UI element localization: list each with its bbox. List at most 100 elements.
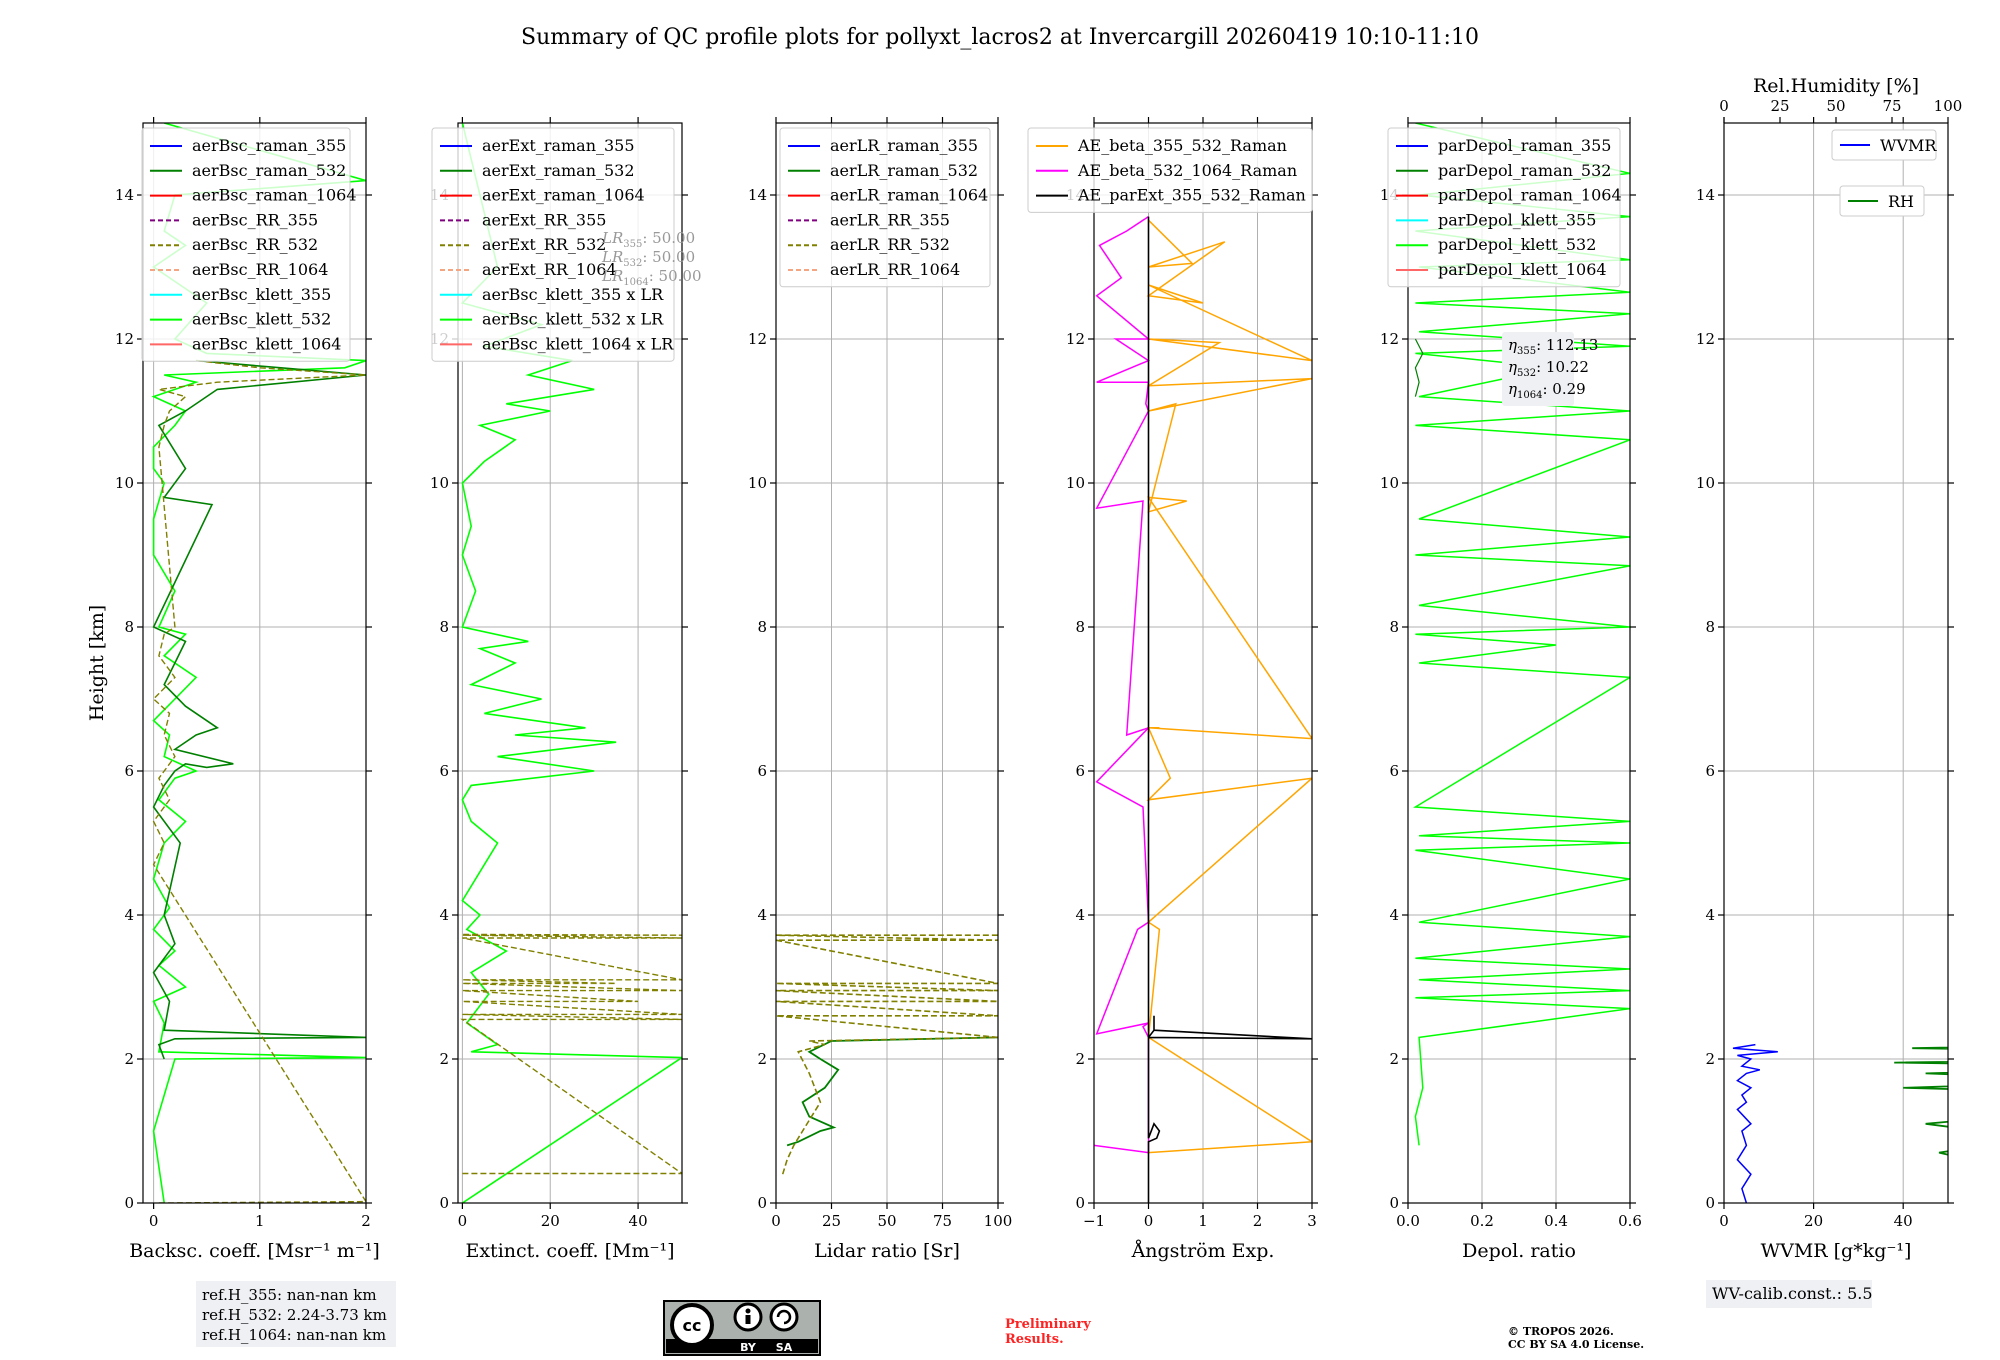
copyright-line-1: © TROPOS 2026.	[1508, 1325, 1614, 1338]
legend-box	[141, 127, 351, 362]
preliminary-line-2: Results.	[1005, 1332, 1064, 1347]
series-group	[460, 123, 682, 1203]
top-x-tick-label: 0	[1719, 97, 1729, 115]
ref-height-355: ref.H_355: nan-nan km	[202, 1286, 377, 1304]
x-tick-label: 0	[1719, 1212, 1729, 1230]
top-x-tick-label: 100	[1934, 97, 1963, 115]
legend-label: parDepol_klett_355	[1438, 210, 1596, 229]
legend-label: aerBsc_raman_355	[192, 136, 346, 155]
y-tick-label: 0	[1705, 1194, 1715, 1212]
legend-label: aerLR_raman_532	[830, 161, 978, 180]
y-tick-label: 4	[757, 906, 767, 924]
by-label: BY	[740, 1341, 757, 1354]
y-tick-label: 12	[1696, 330, 1715, 348]
sa-label: SA	[776, 1341, 793, 1354]
y-tick-label: 2	[124, 1050, 134, 1068]
series-AE_parExt_355_532_Raman	[1147, 216, 1312, 1203]
x-tick-label: 1	[1198, 1212, 1208, 1230]
series-AE_beta_532_1064_Raman	[1094, 215, 1151, 1154]
top-x-tick-label: 75	[1882, 97, 1901, 115]
lr-annotation-0: LR355: 50.00	[601, 229, 695, 250]
cc-icon	[670, 1303, 714, 1347]
y-tick-label: 6	[1705, 762, 1715, 780]
x-tick-label: 0.0	[1396, 1212, 1420, 1230]
x-tick-label: 3	[1307, 1212, 1317, 1230]
legend-label: aerBsc_klett_355	[192, 285, 331, 304]
y-tick-label: 8	[439, 618, 449, 636]
legend-label: aerBsc_klett_1064	[192, 334, 341, 353]
y-tick-label: 6	[439, 762, 449, 780]
legend-label: aerExt_RR_355	[482, 210, 606, 229]
y-tick-label: 10	[748, 474, 767, 492]
x-tick-label: 25	[822, 1212, 841, 1230]
legend-label: aerLR_RR_532	[830, 235, 950, 254]
legend-label: AE_beta_355_532_Raman	[1077, 136, 1287, 155]
top-x-axis-label: Rel.Humidity [%]	[1753, 75, 1919, 97]
series-aerLR_raman_532	[786, 1036, 998, 1147]
y-tick-label: 2	[1389, 1050, 1399, 1068]
series-WVMR	[1732, 1043, 1778, 1203]
ref-heights-bg	[196, 1281, 396, 1347]
axes-frame	[457, 122, 683, 1204]
lr-annotation-2: LR1064: 50.00	[601, 267, 701, 288]
y-tick-label: 12	[115, 330, 134, 348]
wv-calib-constant: WV-calib.const.: 5.5	[1712, 1284, 1873, 1303]
legend-label: aerExt_RR_1064	[482, 260, 617, 279]
x-tick-label: 0.4	[1544, 1212, 1568, 1230]
y-tick-label: 4	[1389, 906, 1399, 924]
legend-label: aerBsc_RR_355	[192, 210, 318, 229]
y-tick-label: 0	[1075, 1194, 1085, 1212]
cc-license-badge[interactable]: cc BY SA	[663, 1300, 821, 1356]
y-tick-label: 14	[115, 186, 134, 204]
series-AE_beta_355_532_Raman	[1146, 219, 1312, 1154]
cc-icon-label: cc	[683, 1316, 702, 1335]
x-axis-label: Backsc. coeff. [Msr⁻¹ m⁻¹]	[129, 1240, 380, 1262]
y-tick-label: 10	[1380, 474, 1399, 492]
y-tick-label: 0	[757, 1194, 767, 1212]
x-tick-label: 0.2	[1470, 1212, 1494, 1230]
legend-box	[1387, 127, 1621, 288]
legend-label: aerBsc_raman_1064	[192, 186, 357, 205]
legend-label: aerExt_raman_1064	[482, 186, 645, 205]
x-axis-label: Ångström Exp.	[1131, 1240, 1275, 1262]
y-tick-label: 2	[757, 1050, 767, 1068]
y-tick-label: 8	[757, 618, 767, 636]
copyright-line-2: CC BY SA 4.0 License.	[1508, 1338, 1644, 1351]
x-tick-label: 0.6	[1618, 1212, 1642, 1230]
y-tick-label: 2	[439, 1050, 449, 1068]
sa-icon-arc	[776, 1309, 792, 1325]
panel-wvmr: 0 2 4 6 8 10 12 14 0 20 40 WVMR [g*kg⁻¹] 0 25 50 75 100 R…	[1696, 75, 1963, 1262]
legend-label: aerLR_RR_355	[830, 210, 950, 229]
x-tick-label: 2	[361, 1212, 371, 1230]
y-tick-label: 0	[124, 1194, 134, 1212]
legend-label: AE_beta_532_1064_Raman	[1077, 161, 1297, 180]
x-axis-label: Lidar ratio [Sr]	[814, 1240, 960, 1262]
legend-label: parDepol_klett_1064	[1438, 260, 1607, 279]
y-tick-label: 8	[1389, 618, 1399, 636]
x-axis-label: WVMR [g*kg⁻¹]	[1761, 1240, 1912, 1262]
top-x-tick-label: 50	[1826, 97, 1845, 115]
wv-calib-bg	[1706, 1280, 1872, 1308]
y-tick-label: 14	[1696, 186, 1715, 204]
y-tick-label: 4	[124, 906, 134, 924]
legend-label: aerLR_raman_355	[830, 136, 978, 155]
x-tick-label: 0	[771, 1212, 781, 1230]
legend-label: AE_parExt_355_532_Raman	[1077, 186, 1306, 205]
legend-label: aerLR_raman_1064	[830, 186, 988, 205]
y-tick-label: 14	[748, 186, 767, 204]
x-tick-label: 0	[1144, 1212, 1154, 1230]
x-tick-label: 2	[1253, 1212, 1263, 1230]
legend-label: aerBsc_RR_532	[192, 235, 318, 254]
series-aerLR_RR_532	[776, 934, 998, 1175]
legend-label: aerBsc_raman_532	[192, 161, 346, 180]
series-group	[1094, 215, 1312, 1203]
y-tick-label: 6	[1075, 762, 1085, 780]
x-axis-label: Extinct. coeff. [Mm⁻¹]	[465, 1240, 674, 1262]
y-tick-label: 0	[1389, 1194, 1399, 1212]
axes-frame	[142, 122, 367, 1204]
y-tick-label: 8	[1705, 618, 1715, 636]
legend-box	[779, 127, 991, 288]
series-RH	[1894, 1046, 1948, 1156]
lr-annotation-1: LR532: 50.00	[601, 248, 695, 269]
